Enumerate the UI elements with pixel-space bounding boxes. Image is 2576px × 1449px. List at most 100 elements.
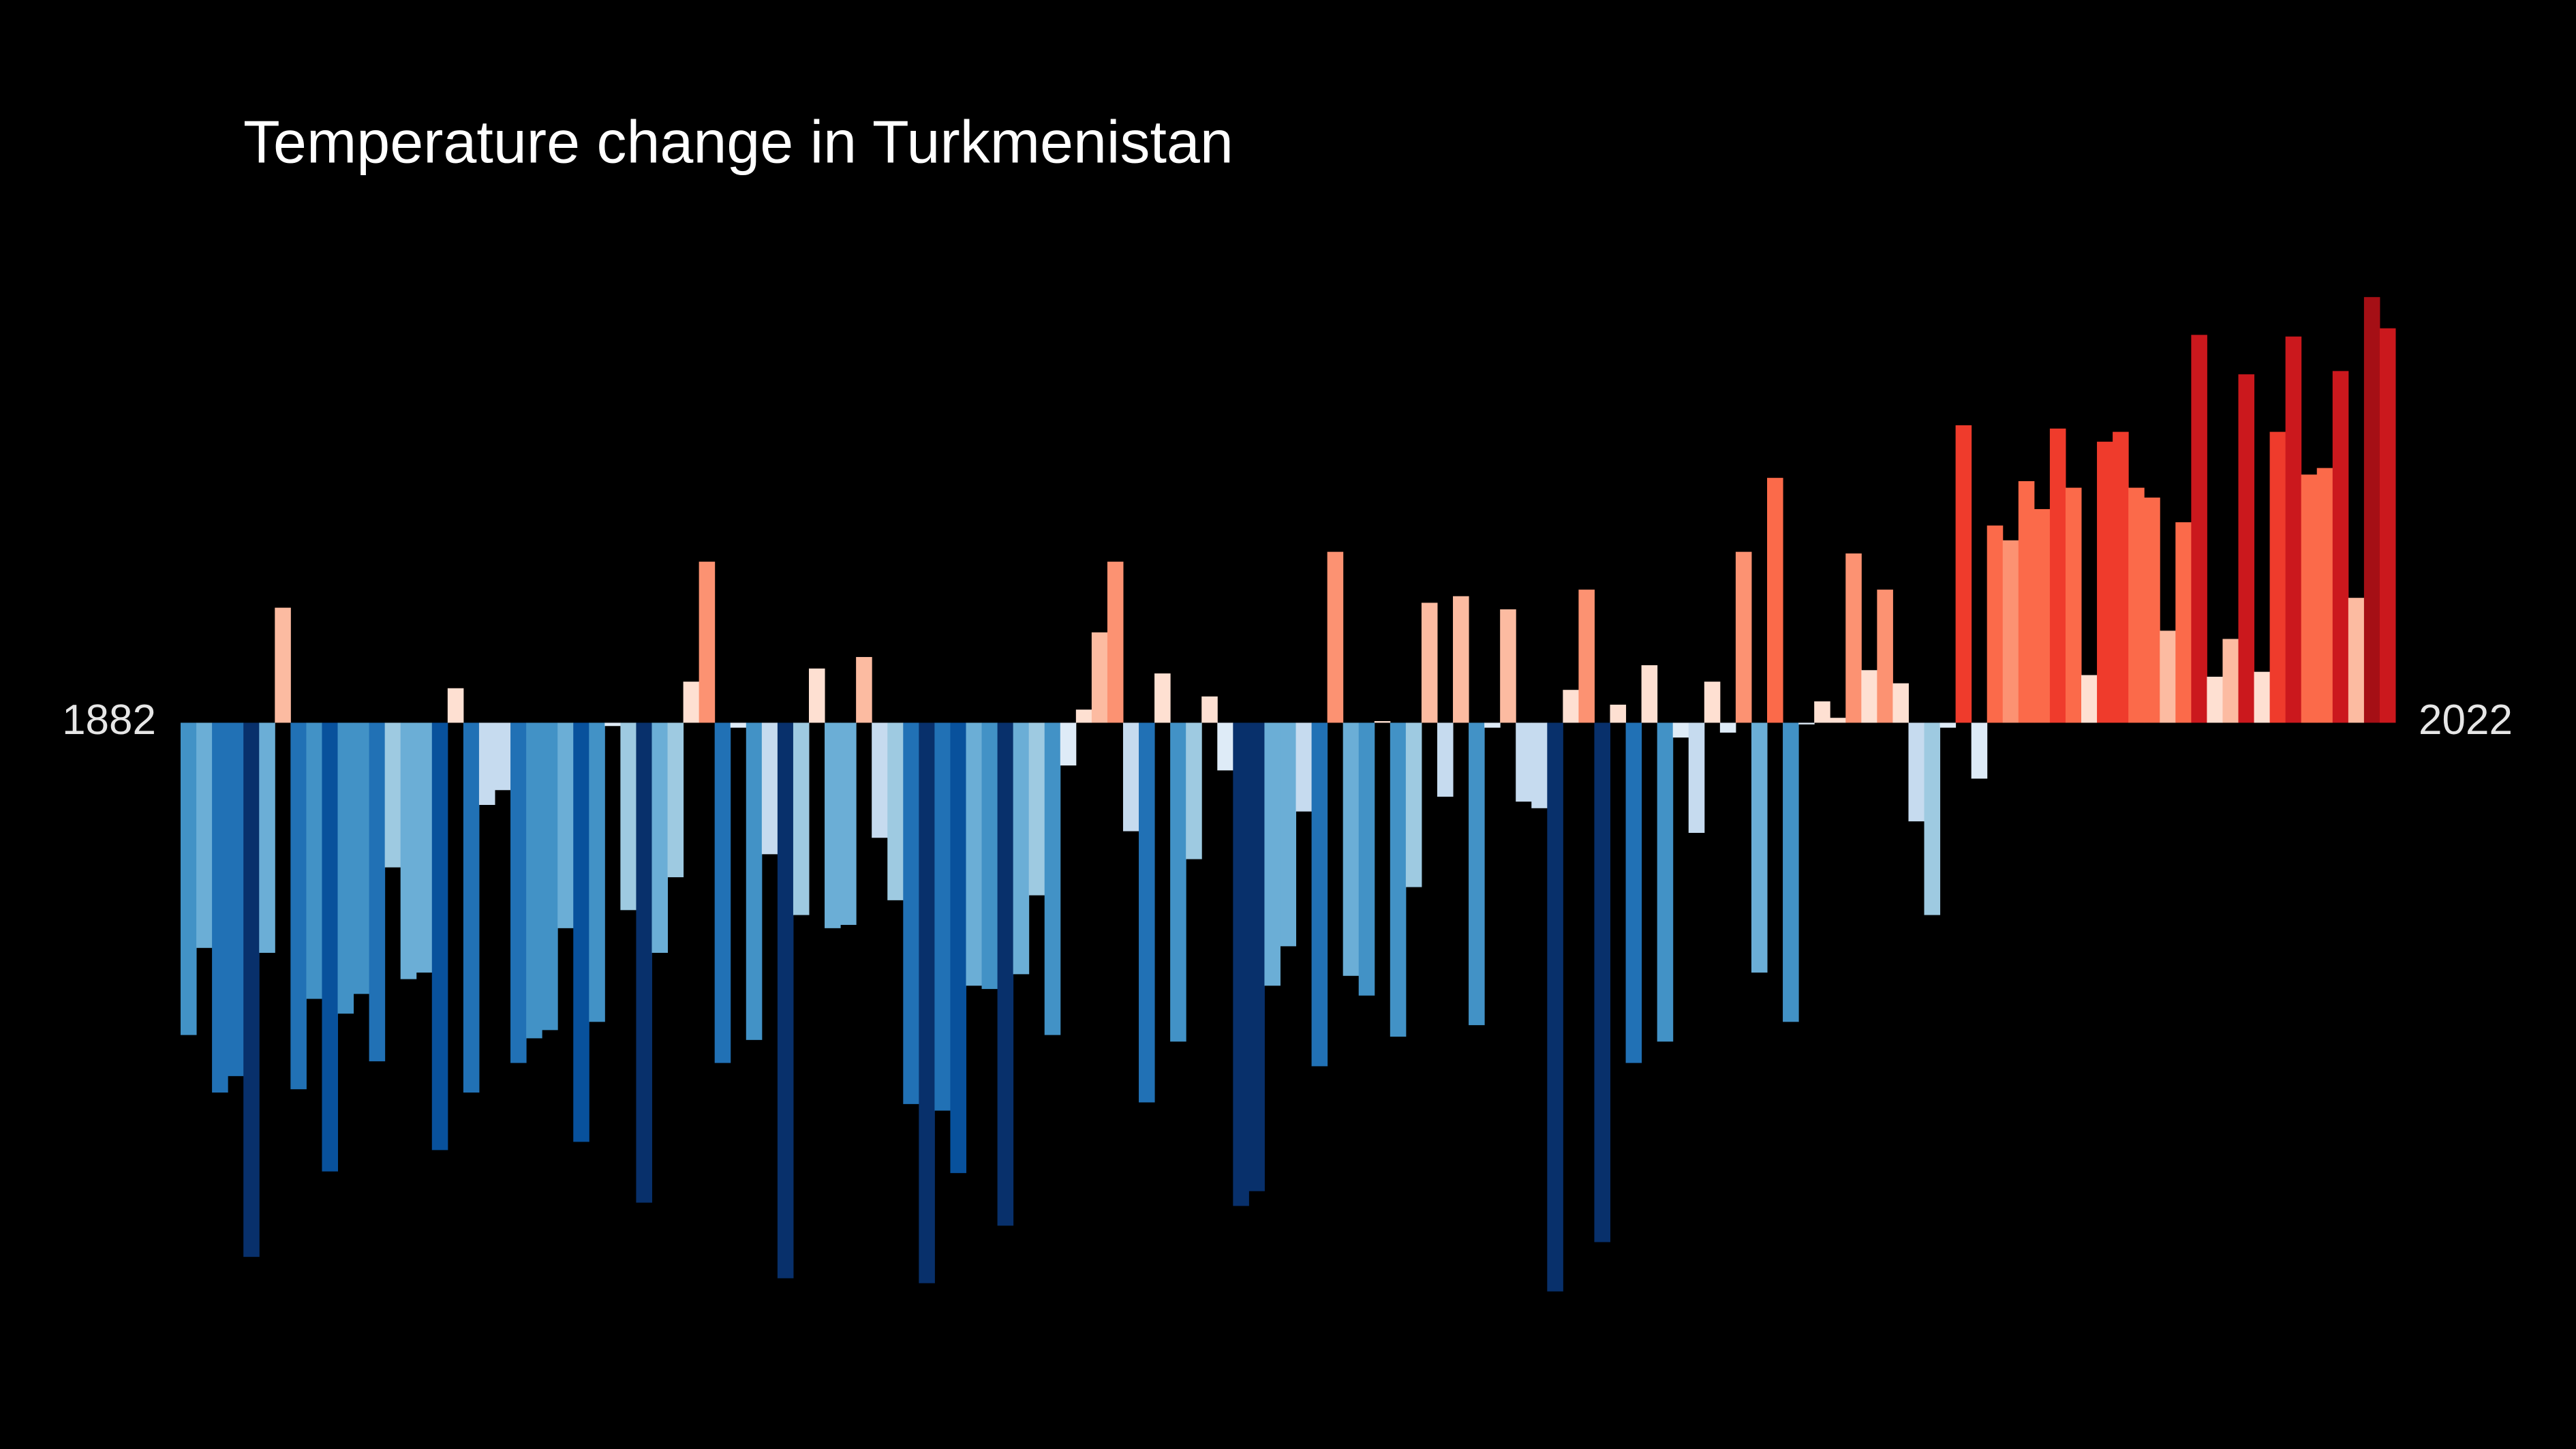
- bar: [919, 722, 935, 1283]
- bar: [1154, 673, 1171, 723]
- bar: [1625, 722, 1642, 1063]
- bar: [2332, 371, 2349, 723]
- bar: [651, 722, 669, 954]
- bar: [1641, 665, 1658, 723]
- bar: [1798, 722, 1815, 724]
- bar: [1704, 682, 1721, 723]
- bar: [777, 722, 794, 1279]
- bar: [1217, 722, 1233, 771]
- bar: [306, 722, 322, 999]
- bar: [1358, 722, 1375, 996]
- bar: [1280, 722, 1297, 947]
- bar: [856, 656, 872, 723]
- bar: [2049, 428, 2066, 723]
- bar: [1767, 478, 1783, 723]
- bar: [636, 722, 652, 1203]
- bar: [1892, 683, 1909, 723]
- bar: [228, 722, 244, 1076]
- bar: [1908, 722, 1925, 822]
- bar: [337, 722, 354, 1014]
- bar: [589, 722, 605, 1022]
- bar: [1531, 722, 1548, 808]
- bar: [1516, 722, 1532, 802]
- bar: [1013, 722, 1030, 975]
- bar: [825, 722, 841, 928]
- bar: [1374, 721, 1391, 723]
- x-tick-label: 2022: [2419, 697, 2513, 744]
- bar: [2065, 487, 2082, 723]
- bar: [416, 722, 433, 973]
- bar: [683, 682, 700, 723]
- bar: [887, 722, 904, 900]
- bar: [275, 607, 291, 723]
- bar: [1248, 722, 1265, 1191]
- bar: [1327, 551, 1344, 723]
- bar: [903, 722, 919, 1104]
- bar: [2018, 481, 2035, 723]
- bar: [526, 722, 542, 1039]
- bar: [2128, 487, 2145, 723]
- bar: [1987, 525, 2004, 723]
- bar: [290, 722, 307, 1090]
- bar: [447, 688, 464, 723]
- bar: [510, 722, 527, 1063]
- bar: [808, 668, 825, 723]
- bar: [353, 722, 370, 994]
- bar: [1343, 722, 1360, 976]
- x-tick-label: 1882: [62, 697, 156, 744]
- bar: [620, 722, 637, 911]
- bar: [981, 722, 998, 990]
- bar: [2269, 431, 2286, 723]
- bar: [243, 722, 260, 1257]
- bar: [1295, 722, 1313, 812]
- bar: [1233, 722, 1249, 1206]
- bar: [2144, 498, 2160, 723]
- bar: [2285, 336, 2302, 723]
- bar: [1547, 722, 1563, 1292]
- bar: [494, 722, 511, 791]
- bar: [2379, 328, 2396, 723]
- bar: [1139, 722, 1155, 1103]
- bar: [1405, 722, 1422, 887]
- bar: [1060, 722, 1077, 766]
- bar: [1939, 722, 1957, 728]
- bar: [1578, 590, 1595, 723]
- bar: [1044, 722, 1061, 1035]
- bar: [1563, 690, 1579, 723]
- bar: [1594, 722, 1611, 1242]
- bar: [793, 722, 810, 915]
- bar: [761, 722, 778, 855]
- bar: [1186, 722, 1202, 859]
- bar: [1955, 425, 1972, 723]
- bar: [557, 722, 574, 928]
- bar: [1122, 722, 1139, 832]
- bar: [1437, 722, 1454, 797]
- bar: [1783, 722, 1799, 1022]
- bar: [1814, 701, 1830, 723]
- bar: [1845, 553, 1862, 723]
- bar: [2316, 468, 2333, 723]
- bar: [966, 722, 983, 986]
- bar: [1264, 722, 1281, 986]
- bar: [1453, 596, 1469, 723]
- bar: [1170, 722, 1186, 1042]
- bar: [2363, 296, 2380, 723]
- bar: [1075, 710, 1092, 723]
- bar: [2081, 675, 2098, 723]
- bar: [2301, 474, 2318, 723]
- bar: [1672, 722, 1689, 738]
- bar: [369, 722, 386, 1062]
- bar: [1924, 722, 1941, 915]
- bar: [2034, 508, 2051, 723]
- bar: [2238, 374, 2255, 723]
- bar: [431, 722, 448, 1150]
- bar: [997, 722, 1014, 1226]
- bar: [1877, 590, 1893, 723]
- chart-title: Temperature change in Turkmenistan: [243, 108, 1233, 175]
- bar: [1830, 718, 1846, 723]
- bar: [1861, 670, 1877, 723]
- bar: [1028, 722, 1045, 896]
- bar: [2348, 598, 2365, 723]
